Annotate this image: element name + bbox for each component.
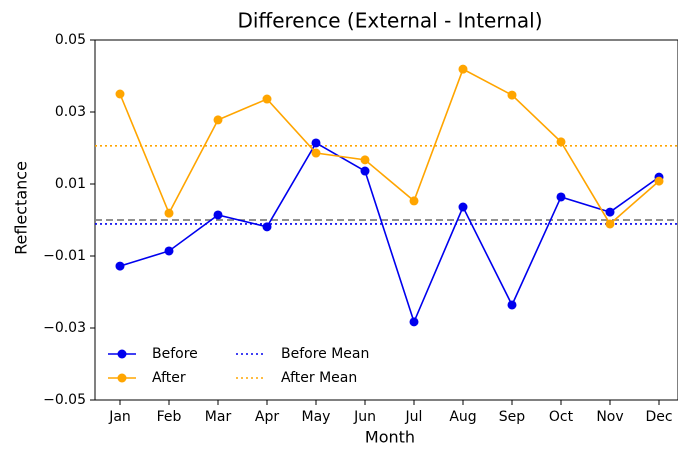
x-tick-label: Aug	[449, 409, 476, 425]
legend-label: After	[152, 370, 186, 386]
legend-label: Before	[152, 346, 198, 362]
x-tick-label: Jun	[353, 409, 376, 425]
data-point	[213, 210, 223, 220]
data-point	[409, 196, 419, 206]
data-point	[507, 300, 517, 310]
data-point	[556, 137, 566, 147]
data-point	[605, 207, 615, 217]
y-tick-label: 0.03	[55, 104, 86, 120]
legend-marker	[117, 349, 127, 359]
y-tick-label: 0.01	[55, 176, 86, 192]
data-point	[115, 89, 125, 99]
legend-label: After Mean	[281, 370, 357, 386]
x-tick-label: Dec	[645, 409, 672, 425]
series-line	[119, 141, 660, 325]
chart-title: Difference (External - Internal)	[237, 9, 542, 33]
series-line	[119, 68, 660, 226]
x-tick-label: Nov	[596, 409, 623, 425]
data-point	[115, 261, 125, 271]
data-point	[556, 192, 566, 202]
data-point	[409, 317, 419, 327]
data-point	[605, 219, 615, 229]
data-point	[164, 246, 174, 256]
x-tick-label: Sep	[499, 409, 526, 425]
y-tick-label: −0.01	[43, 248, 86, 264]
data-point	[654, 176, 664, 186]
data-point	[262, 94, 272, 104]
legend-label: Before Mean	[281, 346, 369, 362]
data-point	[458, 202, 468, 212]
x-tick-label: Oct	[549, 409, 574, 425]
x-tick-label: May	[302, 409, 331, 425]
data-point	[262, 222, 272, 232]
y-axis-label: Reflectance	[12, 161, 31, 255]
data-point	[311, 148, 321, 158]
legend-marker	[117, 373, 127, 383]
data-point	[360, 155, 370, 165]
x-tick-label: Mar	[205, 409, 232, 425]
x-tick-label: Jan	[108, 409, 131, 425]
y-tick-label: −0.03	[43, 320, 86, 336]
x-tick-label: Jul	[405, 409, 423, 425]
data-point	[311, 138, 321, 148]
y-tick-label: 0.05	[55, 32, 86, 48]
data-point	[213, 115, 223, 125]
x-axis-label: Month	[365, 428, 415, 447]
data-point	[458, 64, 468, 74]
data-point	[360, 166, 370, 176]
data-point	[507, 90, 517, 100]
data-point	[164, 208, 174, 218]
x-tick-label: Feb	[157, 409, 182, 425]
x-tick-label: Apr	[255, 409, 279, 425]
y-tick-label: −0.05	[43, 392, 86, 408]
